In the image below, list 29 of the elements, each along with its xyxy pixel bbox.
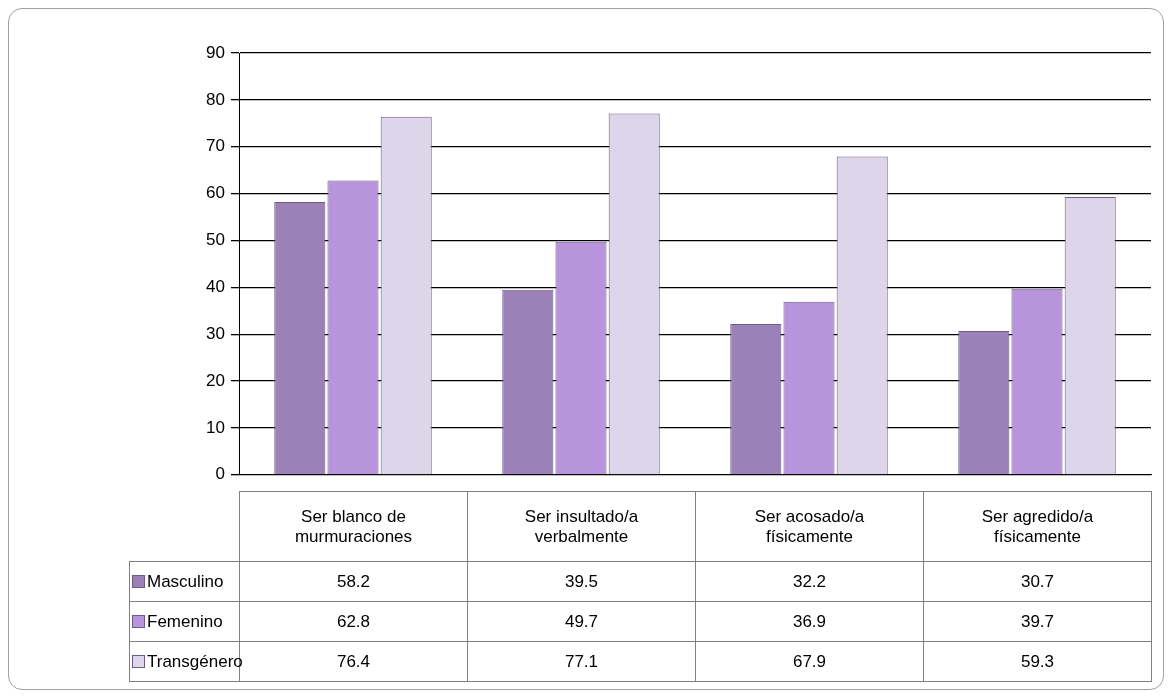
data-label: 39.7 [923, 601, 1152, 642]
data-label: 49.7 [467, 601, 696, 642]
x-tick-label: Ser blanco de murmuraciones [239, 491, 468, 562]
data-label: 76.4 [336, 651, 371, 671]
data-label: 59.3 [923, 641, 1152, 682]
legend-label: Transgénero [147, 651, 243, 671]
y-tick-label: 40 [206, 277, 225, 297]
y-tick-label: 0 [215, 464, 225, 484]
legend-label: Masculino [147, 571, 224, 591]
x-tick-label: Ser acosado/a físicamente [695, 491, 924, 562]
y-tick-label: 50 [206, 230, 225, 250]
data-label: 67.9 [695, 641, 924, 682]
y-tick-label: 70 [206, 136, 225, 156]
y-tick-label: 80 [206, 89, 225, 109]
x-tick-label: Ser insultado/a verbalmente [467, 491, 696, 562]
y-tick-label: 30 [206, 323, 225, 343]
y-tick-label: 10 [206, 417, 225, 437]
y-tick-label: 20 [206, 370, 225, 390]
data-label: 77.1 [467, 641, 696, 682]
data-label: 36.9 [695, 601, 924, 642]
y-tick-label: 60 [206, 183, 225, 203]
data-label: 58.2 [239, 561, 468, 602]
data-label: 30.7 [923, 561, 1152, 602]
legend-label: Femenino [147, 611, 223, 631]
data-label: 39.5 [467, 561, 696, 602]
x-tick-label: Ser agredido/a físicamente [923, 491, 1152, 562]
data-label: 32.2 [695, 561, 924, 602]
data-label: 62.8 [239, 601, 468, 642]
y-tick-label: 90 [206, 42, 225, 62]
